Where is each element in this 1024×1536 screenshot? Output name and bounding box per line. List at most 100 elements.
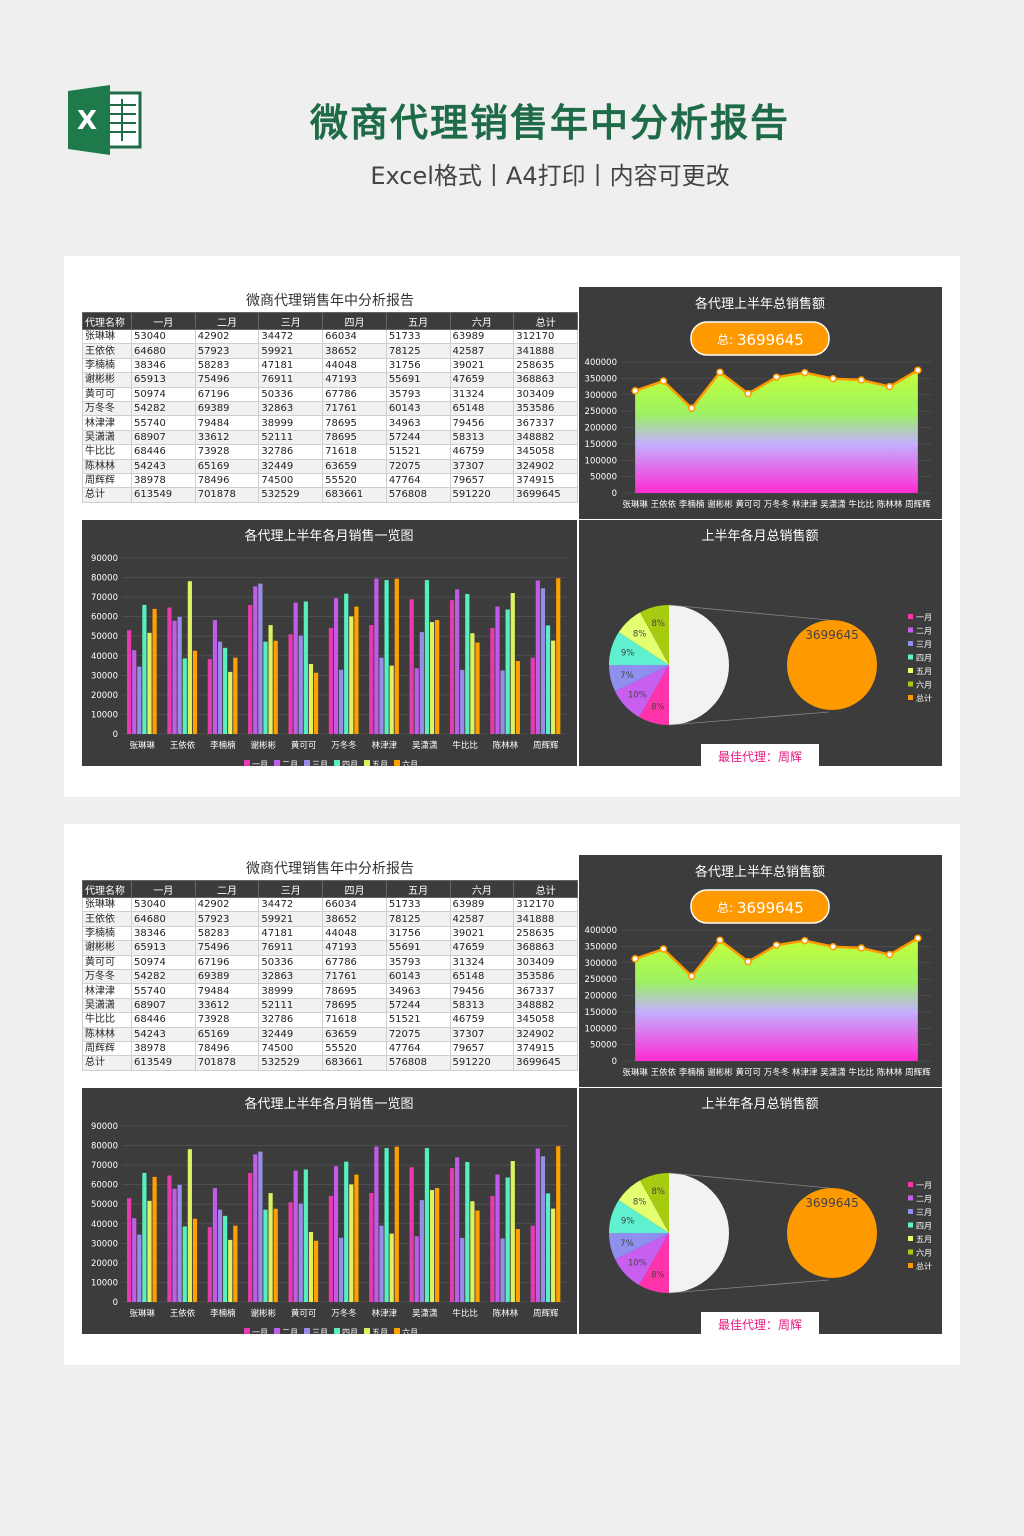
bar	[556, 1146, 561, 1302]
legend-label: 六月	[916, 1248, 932, 1258]
table-cell: 258635	[513, 357, 578, 374]
legend-swatch	[908, 1249, 913, 1255]
table-cell: 黄可可	[82, 954, 132, 970]
area-point	[659, 945, 668, 953]
table-cell: 63659	[322, 458, 387, 474]
legend-swatch	[274, 760, 280, 766]
table-cell: 李楠楠	[82, 925, 132, 942]
bar	[298, 1203, 303, 1302]
y-tick-label: 90000	[91, 1122, 118, 1132]
pie-slice	[609, 1200, 669, 1234]
bar	[394, 578, 399, 734]
table-cell: 吴潇潇	[82, 429, 132, 446]
table-cell: 42587	[449, 343, 515, 359]
table-cell: 58313	[449, 429, 515, 446]
pie-slice	[669, 1173, 729, 1293]
table-cell: 67786	[322, 386, 387, 402]
table-cell: 47659	[449, 940, 515, 956]
bar	[349, 1184, 354, 1302]
table-cell: 65148	[449, 968, 515, 985]
legend-swatch	[274, 1328, 280, 1334]
legend-label: 四月	[342, 760, 358, 766]
bar	[424, 580, 430, 734]
table-cell: 64680	[131, 911, 196, 927]
legend-swatch	[334, 760, 340, 766]
bar	[455, 1157, 460, 1302]
table-cell: 谢彬彬	[82, 940, 132, 956]
legend-swatch	[908, 681, 913, 687]
table-row: 万冬冬 54282 69389 32863 71761 60143 65148 353586	[82, 400, 578, 417]
column-header: 六月	[449, 312, 515, 330]
table-cell: 75496	[194, 940, 260, 956]
x-tick-label: 李楠楠	[210, 740, 236, 751]
legend-label: 四月	[916, 654, 932, 663]
table-cell: 68446	[131, 444, 196, 460]
bar	[510, 593, 515, 734]
y-tick-label: 250000	[585, 407, 617, 417]
table-cell: 73928	[194, 1012, 260, 1028]
legend-label: 六月	[402, 1327, 418, 1334]
pie-slice-label: 7%	[620, 671, 634, 681]
total-bubble	[787, 620, 877, 710]
page-title: 微商代理销售年中分析报告	[309, 101, 790, 145]
bar	[465, 593, 470, 734]
table-cell: 76911	[258, 940, 324, 956]
table-cell: 39021	[449, 357, 515, 374]
table-row: 吴潇潇 68907 33612 52111 78695 57244 58313 348882	[82, 429, 578, 446]
y-tick-label: 100000	[585, 456, 617, 466]
area-point	[716, 936, 724, 944]
table-cell: 张琳琳	[82, 328, 132, 345]
table-cell: 万冬冬	[82, 968, 132, 985]
bar	[187, 581, 192, 734]
pie-slice-label: 9%	[621, 1217, 635, 1227]
table-cell: 71618	[322, 444, 387, 460]
table-cell: 50336	[258, 386, 324, 402]
table-cell: 54282	[131, 400, 196, 417]
table-cell: 532529	[258, 487, 324, 503]
bar	[147, 632, 152, 734]
table-cell: 32786	[258, 444, 324, 460]
bar	[339, 669, 344, 734]
bar	[177, 1184, 182, 1302]
table-cell: 42902	[194, 896, 260, 913]
table-row: 王依依 64680 57923 59921 38652 78125 42587 341888	[82, 343, 578, 359]
area-chart-title: 各代理上半年总销售额	[695, 864, 825, 880]
table-cell: 576808	[385, 1055, 451, 1071]
pie-slice	[618, 1180, 669, 1233]
bar	[369, 1192, 374, 1302]
monthly-bar-panel: 各代理上半年各月销售一览图 0 10000 20000 30000 40000 50000 6…	[82, 1088, 577, 1337]
y-tick-label: 100000	[585, 1024, 617, 1034]
table-cell: 张琳琳	[82, 896, 132, 913]
bar-chart-title: 各代理上半年各月销售一览图	[244, 1096, 413, 1112]
pie-connector	[668, 1279, 830, 1294]
bar	[308, 1232, 314, 1302]
table-cell: 71618	[322, 1012, 387, 1028]
y-tick-label: 0	[612, 1057, 617, 1067]
table-cell: 368863	[513, 372, 578, 388]
table-cell: 林津津	[82, 415, 132, 431]
table-cell: 78125	[385, 911, 451, 927]
table-cell: 71761	[322, 968, 387, 985]
y-tick-label: 50000	[590, 473, 617, 483]
table-cell: 57244	[385, 997, 451, 1014]
bar	[470, 633, 475, 734]
table-cell: 55520	[322, 472, 387, 489]
x-tick-label: 王依依	[651, 1067, 677, 1078]
table-cell: 68907	[131, 429, 196, 446]
bar	[258, 1151, 263, 1302]
x-tick-label: 张琳琳	[129, 740, 155, 751]
total-badge	[690, 321, 830, 356]
table-cell: 44048	[322, 357, 387, 374]
bar	[535, 1148, 540, 1302]
bar	[268, 1193, 273, 1302]
table-cell: 34963	[385, 415, 451, 431]
bar	[460, 669, 465, 734]
table-cell: 51733	[385, 328, 451, 345]
bar	[328, 1195, 334, 1302]
bar	[273, 640, 278, 734]
bar	[515, 1229, 520, 1302]
table-cell: 47764	[385, 1040, 451, 1057]
table-cell: 65169	[194, 458, 260, 474]
table-cell: 701878	[194, 487, 260, 503]
legend-swatch	[334, 1328, 340, 1334]
